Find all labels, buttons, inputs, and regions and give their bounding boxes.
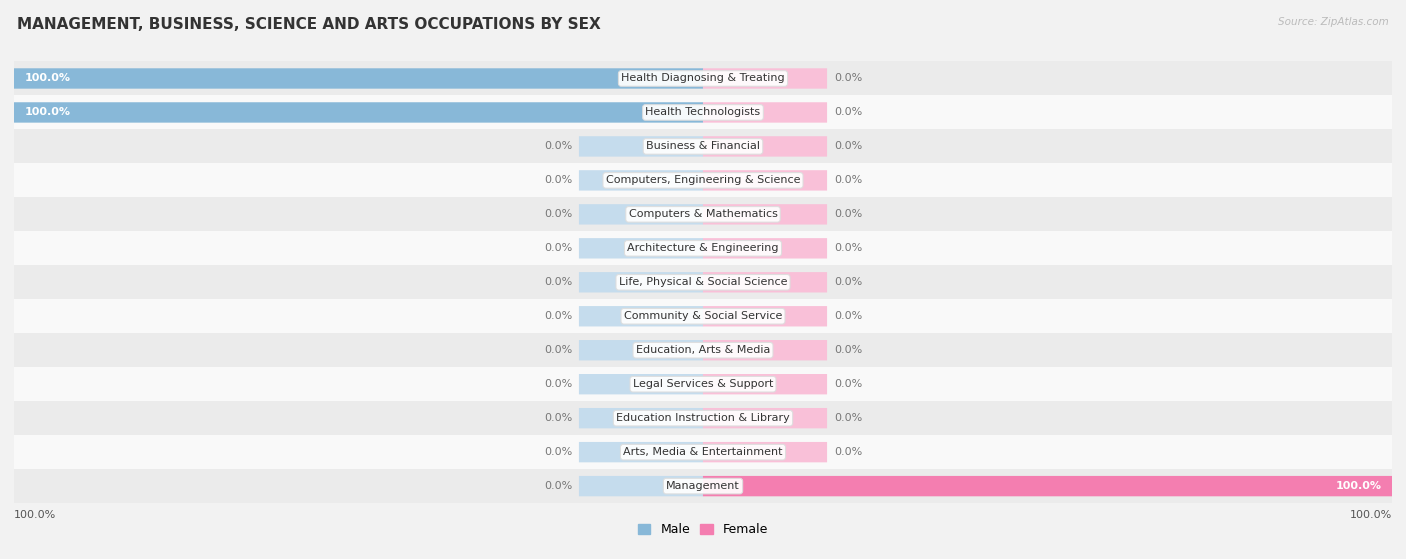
Bar <box>14 231 1392 266</box>
Text: 0.0%: 0.0% <box>544 141 572 151</box>
Text: 0.0%: 0.0% <box>834 210 862 219</box>
Text: Health Diagnosing & Treating: Health Diagnosing & Treating <box>621 73 785 83</box>
Bar <box>14 266 1392 299</box>
FancyBboxPatch shape <box>579 442 703 462</box>
Text: 0.0%: 0.0% <box>834 107 862 117</box>
Text: 100.0%: 100.0% <box>1350 510 1392 520</box>
Text: 0.0%: 0.0% <box>834 277 862 287</box>
FancyBboxPatch shape <box>703 476 1392 496</box>
Text: Source: ZipAtlas.com: Source: ZipAtlas.com <box>1278 17 1389 27</box>
Text: Education, Arts & Media: Education, Arts & Media <box>636 345 770 355</box>
FancyBboxPatch shape <box>579 136 703 157</box>
Text: 0.0%: 0.0% <box>544 413 572 423</box>
Bar <box>14 333 1392 367</box>
Text: 100.0%: 100.0% <box>24 73 70 83</box>
FancyBboxPatch shape <box>703 306 827 326</box>
Text: Legal Services & Support: Legal Services & Support <box>633 379 773 389</box>
Bar <box>14 401 1392 435</box>
Text: Management: Management <box>666 481 740 491</box>
FancyBboxPatch shape <box>579 306 703 326</box>
Text: 0.0%: 0.0% <box>834 73 862 83</box>
FancyBboxPatch shape <box>579 204 703 225</box>
Text: 0.0%: 0.0% <box>834 413 862 423</box>
Text: 0.0%: 0.0% <box>544 481 572 491</box>
Text: 0.0%: 0.0% <box>544 176 572 186</box>
Text: 0.0%: 0.0% <box>834 311 862 321</box>
FancyBboxPatch shape <box>703 374 827 395</box>
Text: MANAGEMENT, BUSINESS, SCIENCE AND ARTS OCCUPATIONS BY SEX: MANAGEMENT, BUSINESS, SCIENCE AND ARTS O… <box>17 17 600 32</box>
Text: Business & Financial: Business & Financial <box>645 141 761 151</box>
Text: 0.0%: 0.0% <box>834 345 862 355</box>
Bar <box>14 61 1392 96</box>
FancyBboxPatch shape <box>14 68 703 89</box>
Bar <box>14 96 1392 130</box>
Text: 0.0%: 0.0% <box>834 243 862 253</box>
FancyBboxPatch shape <box>703 442 827 462</box>
Text: 100.0%: 100.0% <box>14 510 56 520</box>
Bar <box>14 367 1392 401</box>
FancyBboxPatch shape <box>703 238 827 258</box>
Legend: Male, Female: Male, Female <box>633 518 773 541</box>
FancyBboxPatch shape <box>579 476 703 496</box>
Text: 0.0%: 0.0% <box>544 243 572 253</box>
FancyBboxPatch shape <box>703 170 827 191</box>
Bar <box>14 163 1392 197</box>
Bar <box>14 130 1392 163</box>
Text: 0.0%: 0.0% <box>544 311 572 321</box>
Text: Architecture & Engineering: Architecture & Engineering <box>627 243 779 253</box>
Text: 100.0%: 100.0% <box>24 107 70 117</box>
FancyBboxPatch shape <box>703 68 827 89</box>
Text: Arts, Media & Entertainment: Arts, Media & Entertainment <box>623 447 783 457</box>
FancyBboxPatch shape <box>703 272 827 292</box>
Text: 0.0%: 0.0% <box>834 141 862 151</box>
FancyBboxPatch shape <box>703 408 827 428</box>
FancyBboxPatch shape <box>703 340 827 361</box>
FancyBboxPatch shape <box>14 102 703 122</box>
FancyBboxPatch shape <box>703 102 827 122</box>
Text: 0.0%: 0.0% <box>834 379 862 389</box>
FancyBboxPatch shape <box>703 136 827 157</box>
Text: 0.0%: 0.0% <box>544 447 572 457</box>
Bar <box>14 197 1392 231</box>
Bar <box>14 435 1392 469</box>
Text: 0.0%: 0.0% <box>834 176 862 186</box>
Text: Computers & Mathematics: Computers & Mathematics <box>628 210 778 219</box>
Bar <box>14 299 1392 333</box>
FancyBboxPatch shape <box>703 204 827 225</box>
Bar <box>14 469 1392 503</box>
Text: Computers, Engineering & Science: Computers, Engineering & Science <box>606 176 800 186</box>
Text: Community & Social Service: Community & Social Service <box>624 311 782 321</box>
FancyBboxPatch shape <box>579 272 703 292</box>
Text: Education Instruction & Library: Education Instruction & Library <box>616 413 790 423</box>
Text: Health Technologists: Health Technologists <box>645 107 761 117</box>
FancyBboxPatch shape <box>579 238 703 258</box>
FancyBboxPatch shape <box>579 170 703 191</box>
FancyBboxPatch shape <box>579 374 703 395</box>
FancyBboxPatch shape <box>579 408 703 428</box>
Text: 0.0%: 0.0% <box>834 447 862 457</box>
FancyBboxPatch shape <box>579 340 703 361</box>
Text: 0.0%: 0.0% <box>544 379 572 389</box>
Text: 0.0%: 0.0% <box>544 210 572 219</box>
Text: 0.0%: 0.0% <box>544 277 572 287</box>
Text: 100.0%: 100.0% <box>1336 481 1382 491</box>
Text: Life, Physical & Social Science: Life, Physical & Social Science <box>619 277 787 287</box>
Text: 0.0%: 0.0% <box>544 345 572 355</box>
